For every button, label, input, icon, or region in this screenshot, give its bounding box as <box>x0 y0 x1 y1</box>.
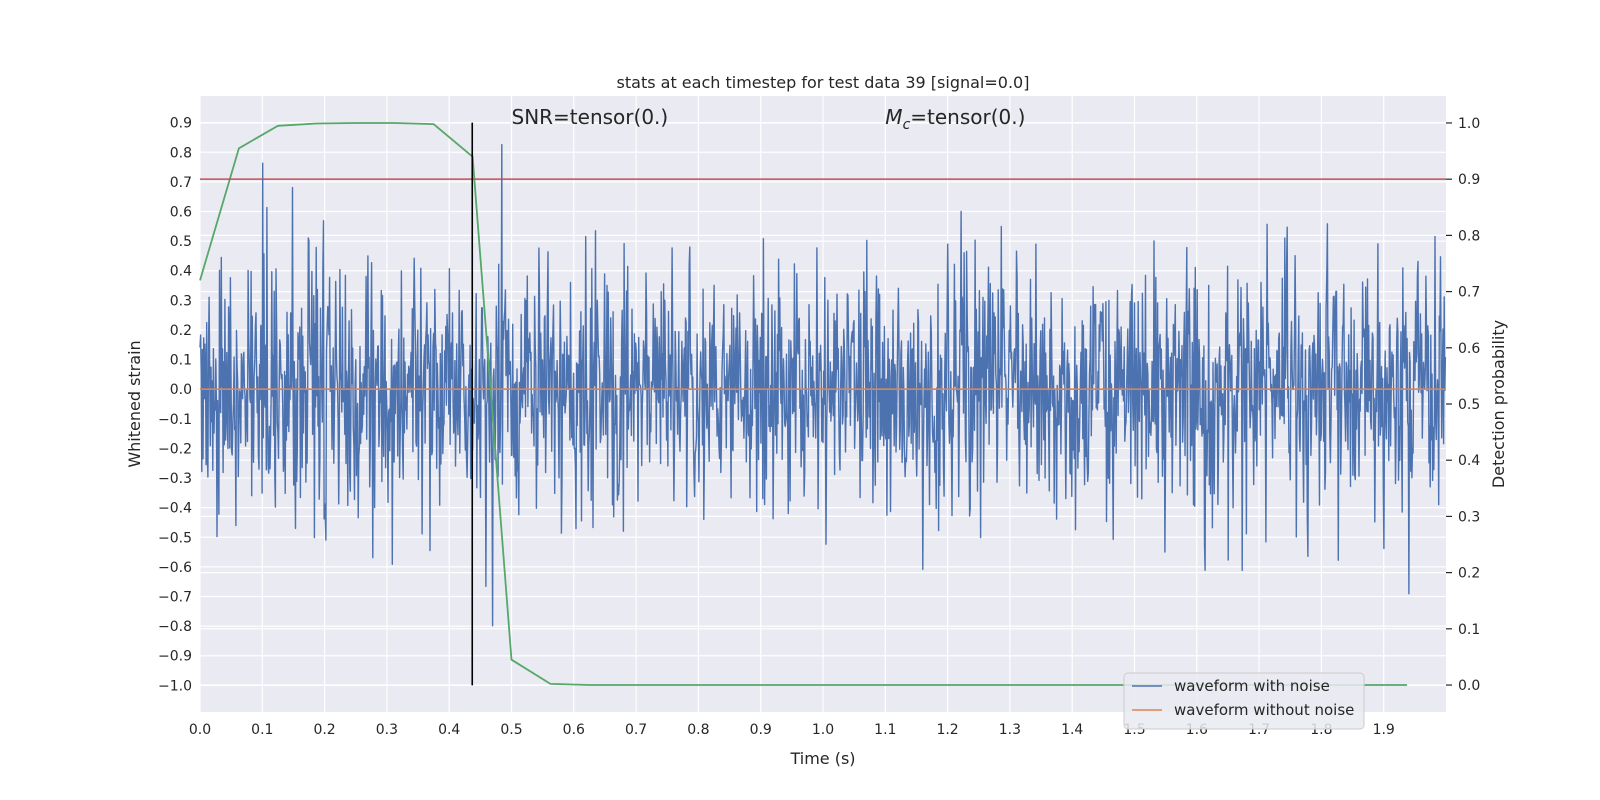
x-tick-label: 0.0 <box>189 722 211 738</box>
y2-tick-label: 0.1 <box>1458 622 1480 638</box>
waveform-with-noise-line <box>199 143 1447 627</box>
y-tick-label: 0.2 <box>170 323 192 339</box>
y-tick-label: 0.1 <box>170 353 192 369</box>
x-axis-label: Time (s) <box>789 749 855 768</box>
chart-title: stats at each timestep for test data 39 … <box>617 73 1030 92</box>
x-tick-label: 0.2 <box>313 722 335 738</box>
y-tick-label: 0.0 <box>170 382 192 398</box>
y-tick-label: −1.0 <box>158 678 192 694</box>
y2-tick-label: 0.5 <box>1458 397 1480 413</box>
x-tick-label: 0.9 <box>750 722 772 738</box>
y2-tick-label: 0.9 <box>1458 172 1480 188</box>
snr-annotation: SNR=tensor(0.) <box>512 105 669 129</box>
x-tick-label: 1.0 <box>812 722 834 738</box>
y2-tick-label: 0.7 <box>1458 285 1480 301</box>
legend-box <box>1123 672 1365 730</box>
y-tick-label: 0.9 <box>170 116 192 132</box>
y-tick-label: 0.8 <box>170 145 192 161</box>
y-tick-label: −0.4 <box>158 501 192 517</box>
x-tick-label: 1.9 <box>1373 722 1395 738</box>
x-axis-ticks: 0.0 0.1 0.2 0.3 0.4 0.5 0.6 0.7 0.8 0.9 1.0 1.1 1.2 1… <box>189 722 1395 738</box>
y-tick-label: 0.7 <box>170 175 192 191</box>
x-tick-label: 0.5 <box>500 722 522 738</box>
x-tick-label: 1.2 <box>936 722 958 738</box>
y2-tick-label: 0.8 <box>1458 228 1480 244</box>
y2-tick-label: 0.0 <box>1458 678 1480 694</box>
x-tick-label: 0.7 <box>625 722 647 738</box>
y-tick-label: 0.5 <box>170 234 192 250</box>
chirp-mass-value: =tensor(0.) <box>910 105 1025 129</box>
y2-axis-ticks: 1.0 0.9 0.8 0.7 0.6 0.5 0.4 0.3 0.2 0.1 0.0 <box>1446 116 1480 694</box>
chirp-mass-annotation: Mc=tensor(0.) <box>885 105 1025 133</box>
x-tick-label: 0.8 <box>687 722 709 738</box>
y-axis-ticks: 0.9 0.8 0.7 0.6 0.5 0.4 0.3 0.2 0.1 0.0 −0.1 −0.2 −0… <box>158 116 192 695</box>
x-tick-label: 1.3 <box>999 722 1021 738</box>
y-axis-label: Whitened strain <box>125 340 144 467</box>
x-tick-label: 0.3 <box>376 722 398 738</box>
y2-tick-label: 0.2 <box>1458 566 1480 582</box>
chirp-mass-subscript: c <box>903 117 911 133</box>
legend-label-waveform-with-noise: waveform with noise <box>1174 677 1330 695</box>
y-tick-label: −0.7 <box>158 590 192 606</box>
x-tick-label: 1.4 <box>1061 722 1083 738</box>
y-tick-label: 0.4 <box>170 264 192 280</box>
y-tick-label: 0.6 <box>170 205 192 221</box>
y-tick-label: −0.6 <box>158 560 192 576</box>
y-tick-label: −0.2 <box>158 441 192 457</box>
y2-tick-label: 0.6 <box>1458 341 1480 357</box>
x-tick-label: 0.6 <box>563 722 585 738</box>
y-tick-label: −0.3 <box>158 471 192 487</box>
x-tick-label: 0.1 <box>251 722 273 738</box>
y2-axis-label: Detection probability <box>1489 320 1508 488</box>
y2-tick-label: 0.3 <box>1458 509 1480 525</box>
y-tick-label: 0.3 <box>170 293 192 309</box>
legend-label-waveform-without-noise: waveform without noise <box>1174 701 1354 719</box>
y-tick-label: −0.9 <box>158 649 192 665</box>
legend: waveform with noise waveform without noi… <box>1123 672 1365 730</box>
x-tick-label: 1.1 <box>874 722 896 738</box>
chirp-mass-symbol: M <box>885 105 902 129</box>
y-tick-label: −0.5 <box>158 530 192 546</box>
x-tick-label: 0.4 <box>438 722 460 738</box>
y-tick-label: −0.1 <box>158 412 192 428</box>
y-tick-label: −0.8 <box>158 619 192 635</box>
series-waveform-with-noise <box>199 143 1447 627</box>
y2-tick-label: 1.0 <box>1458 116 1480 132</box>
y2-tick-label: 0.4 <box>1458 453 1480 469</box>
